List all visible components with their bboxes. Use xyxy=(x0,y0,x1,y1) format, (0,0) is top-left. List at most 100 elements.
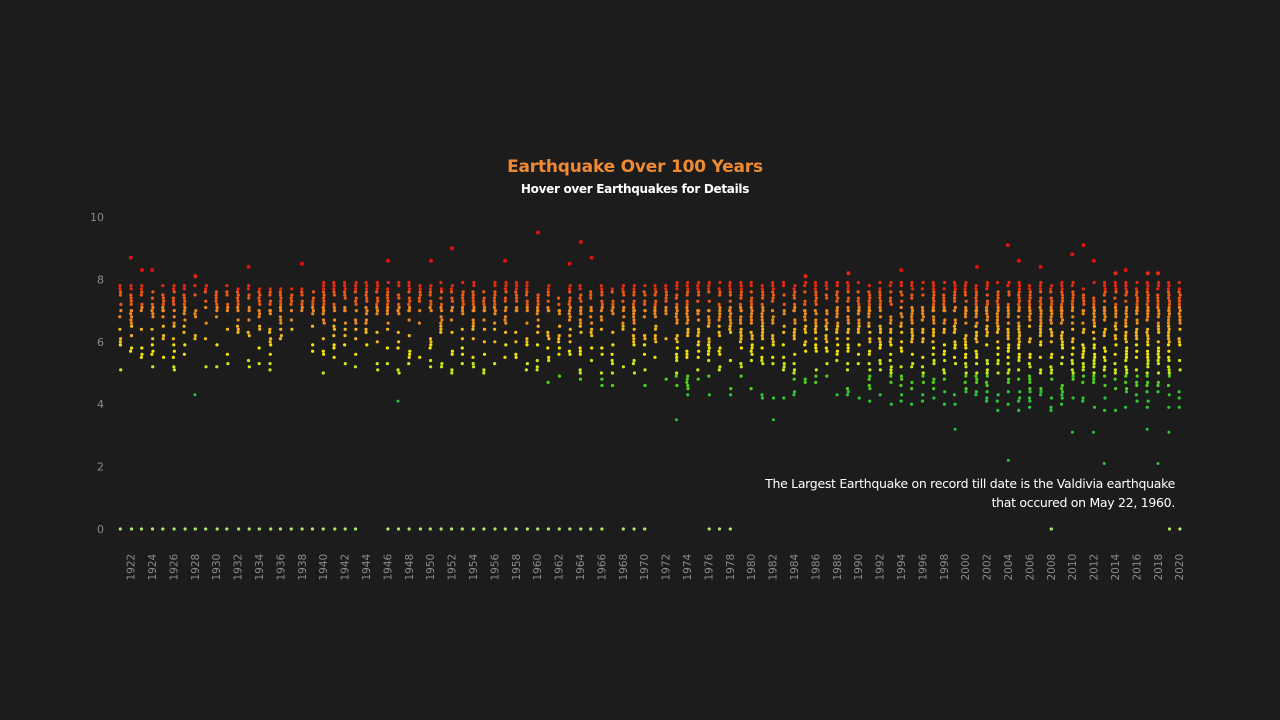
earthquake-point[interactable] xyxy=(1049,396,1054,400)
earthquake-point[interactable] xyxy=(118,343,122,347)
earthquake-point[interactable] xyxy=(1060,293,1064,297)
earthquake-point[interactable] xyxy=(739,280,743,285)
earthquake-point[interactable] xyxy=(1146,399,1150,403)
earthquake-point[interactable] xyxy=(322,352,326,356)
earthquake-point[interactable] xyxy=(418,355,422,359)
earthquake-point[interactable] xyxy=(814,293,818,297)
earthquake-point[interactable] xyxy=(536,296,540,300)
earthquake-point[interactable] xyxy=(836,321,840,325)
earthquake-point[interactable] xyxy=(1082,346,1086,350)
earthquake-point[interactable] xyxy=(375,309,380,313)
earthquake-point[interactable] xyxy=(172,349,176,353)
earthquake-point[interactable] xyxy=(567,302,571,306)
earthquake-point[interactable] xyxy=(739,321,743,325)
earthquake-point[interactable] xyxy=(471,302,475,306)
earthquake-point[interactable] xyxy=(321,312,325,316)
earthquake-point[interactable] xyxy=(150,268,155,272)
earthquake-point[interactable] xyxy=(1049,318,1053,322)
earthquake-point[interactable] xyxy=(1039,340,1043,344)
earthquake-point[interactable] xyxy=(600,293,604,297)
earthquake-point[interactable] xyxy=(525,340,529,344)
earthquake-point[interactable] xyxy=(1081,352,1085,356)
earthquake-point[interactable] xyxy=(1039,315,1043,319)
earthquake-point[interactable] xyxy=(878,315,883,319)
earthquake-point[interactable] xyxy=(204,527,208,531)
earthquake-point[interactable] xyxy=(600,346,604,350)
earthquake-point[interactable] xyxy=(567,349,572,353)
earthquake-point[interactable] xyxy=(1006,312,1011,316)
earthquake-point[interactable] xyxy=(364,293,368,297)
earthquake-point[interactable] xyxy=(664,377,668,381)
earthquake-point[interactable] xyxy=(1145,371,1149,375)
earthquake-point[interactable] xyxy=(1146,296,1150,300)
earthquake-point[interactable] xyxy=(1049,340,1053,344)
earthquake-point[interactable] xyxy=(664,299,668,303)
earthquake-point[interactable] xyxy=(868,330,872,334)
earthquake-point[interactable] xyxy=(718,312,722,316)
earthquake-point[interactable] xyxy=(814,324,818,328)
earthquake-point[interactable] xyxy=(1017,290,1021,294)
earthquake-point[interactable] xyxy=(194,315,198,319)
earthquake-point[interactable] xyxy=(996,309,1000,313)
earthquake-point[interactable] xyxy=(171,355,175,359)
earthquake-point[interactable] xyxy=(771,284,775,288)
earthquake-point[interactable] xyxy=(1038,299,1042,303)
earthquake-point[interactable] xyxy=(525,362,530,366)
earthquake-point[interactable] xyxy=(1017,355,1021,359)
earthquake-point[interactable] xyxy=(1124,284,1128,288)
earthquake-point[interactable] xyxy=(1017,321,1021,325)
earthquake-point[interactable] xyxy=(600,302,605,306)
earthquake-point[interactable] xyxy=(686,318,690,322)
earthquake-point[interactable] xyxy=(685,309,689,313)
earthquake-point[interactable] xyxy=(664,284,668,288)
earthquake-point[interactable] xyxy=(535,365,539,369)
earthquake-point[interactable] xyxy=(1028,390,1032,394)
earthquake-point[interactable] xyxy=(300,305,304,310)
earthquake-point[interactable] xyxy=(258,327,262,331)
earthquake-point[interactable] xyxy=(536,293,540,297)
earthquake-point[interactable] xyxy=(129,349,133,353)
earthquake-point[interactable] xyxy=(1070,340,1075,344)
earthquake-point[interactable] xyxy=(385,312,389,316)
earthquake-point[interactable] xyxy=(161,337,165,341)
earthquake-point[interactable] xyxy=(225,527,229,531)
earthquake-point[interactable] xyxy=(1092,302,1096,306)
earthquake-point[interactable] xyxy=(664,305,668,310)
earthquake-point[interactable] xyxy=(1060,302,1064,306)
earthquake-point[interactable] xyxy=(311,296,316,300)
earthquake-point[interactable] xyxy=(718,352,722,356)
earthquake-point[interactable] xyxy=(1134,393,1138,397)
earthquake-point[interactable] xyxy=(974,302,978,306)
earthquake-point[interactable] xyxy=(1017,305,1021,310)
earthquake-point[interactable] xyxy=(825,309,829,313)
earthquake-point[interactable] xyxy=(1114,315,1118,319)
earthquake-point[interactable] xyxy=(985,318,989,322)
earthquake-point[interactable] xyxy=(1102,293,1106,297)
earthquake-point[interactable] xyxy=(1135,305,1139,310)
earthquake-point[interactable] xyxy=(996,302,1000,306)
earthquake-point[interactable] xyxy=(503,309,507,313)
earthquake-point[interactable] xyxy=(760,334,764,338)
earthquake-point[interactable] xyxy=(942,352,946,356)
earthquake-point[interactable] xyxy=(182,287,186,291)
earthquake-point[interactable] xyxy=(985,324,989,328)
earthquake-point[interactable] xyxy=(1070,309,1074,313)
earthquake-point[interactable] xyxy=(632,290,636,294)
earthquake-point[interactable] xyxy=(910,293,914,297)
earthquake-point[interactable] xyxy=(814,349,818,353)
earthquake-point[interactable] xyxy=(760,318,764,322)
earthquake-point[interactable] xyxy=(771,355,775,359)
earthquake-point[interactable] xyxy=(1049,321,1053,325)
earthquake-point[interactable] xyxy=(995,330,1000,334)
earthquake-point[interactable] xyxy=(1135,299,1139,303)
earthquake-point[interactable] xyxy=(889,371,893,375)
earthquake-point[interactable] xyxy=(332,305,336,310)
earthquake-point[interactable] xyxy=(995,399,999,403)
earthquake-point[interactable] xyxy=(589,315,593,319)
earthquake-point[interactable] xyxy=(429,358,433,363)
earthquake-point[interactable] xyxy=(1017,315,1021,319)
earthquake-point[interactable] xyxy=(900,315,904,319)
earthquake-point[interactable] xyxy=(814,343,818,347)
earthquake-point[interactable] xyxy=(632,287,636,291)
earthquake-point[interactable] xyxy=(535,305,540,310)
